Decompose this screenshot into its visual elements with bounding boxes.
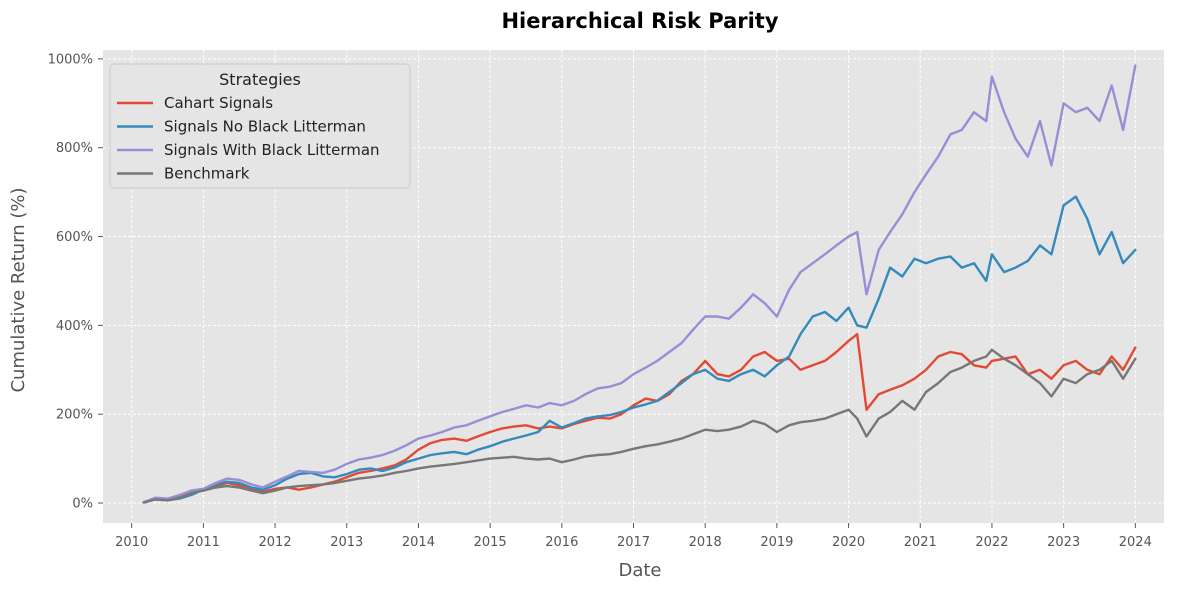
series-lines [142, 64, 1137, 504]
x-tick-label: 2016 [545, 535, 578, 550]
x-tick-label: 2012 [259, 535, 292, 550]
x-axis-label: Date [618, 560, 661, 581]
series-line-0 [142, 333, 1137, 504]
x-tick-label: 2015 [474, 535, 507, 550]
x-axis: 2010 2011 2012 2013 2014 2015 2016 2017 2018 2019… [115, 523, 1152, 550]
legend-label: Signals With Black Litterman [164, 141, 380, 159]
grid [103, 50, 1164, 523]
series-line-2 [142, 64, 1137, 504]
legend-box [109, 63, 411, 189]
y-axis-label: Cumulative Return (%) [8, 187, 29, 392]
series-line-3 [142, 348, 1137, 504]
legend: Strategies Cahart Signals Signals No Blac… [109, 63, 411, 189]
x-tick-label: 2020 [832, 535, 865, 550]
x-tick-label: 2011 [187, 535, 220, 550]
x-tick-label: 2021 [904, 535, 937, 550]
y-tick-label: 400% [56, 319, 93, 334]
y-tick-label: 1000% [48, 52, 93, 67]
x-tick-label: 2014 [402, 535, 435, 550]
x-tick-label: 2018 [689, 535, 722, 550]
x-tick-label: 2024 [1119, 535, 1152, 550]
y-tick-label: 200% [56, 408, 93, 423]
y-tick-label: 800% [56, 141, 93, 156]
legend-items: Cahart Signals Signals No Black Litterman… [117, 94, 380, 183]
legend-label: Cahart Signals [164, 94, 273, 112]
x-tick-label: 2023 [1047, 535, 1080, 550]
y-tick-label: 0% [72, 497, 93, 512]
legend-label: Signals No Black Litterman [164, 118, 366, 136]
x-tick-label: 2017 [617, 535, 650, 550]
x-tick-label: 2013 [330, 535, 363, 550]
x-tick-label: 2010 [115, 535, 148, 550]
y-tick-label: 600% [56, 230, 93, 245]
x-tick-label: 2022 [975, 535, 1008, 550]
legend-title: Strategies [219, 70, 301, 89]
legend-label: Benchmark [164, 165, 250, 183]
y-axis: 0% 200% 400% 600% 800% 1000% [48, 52, 103, 512]
chart-title: Hierarchical Risk Parity [501, 9, 778, 33]
x-tick-label: 2019 [760, 535, 793, 550]
